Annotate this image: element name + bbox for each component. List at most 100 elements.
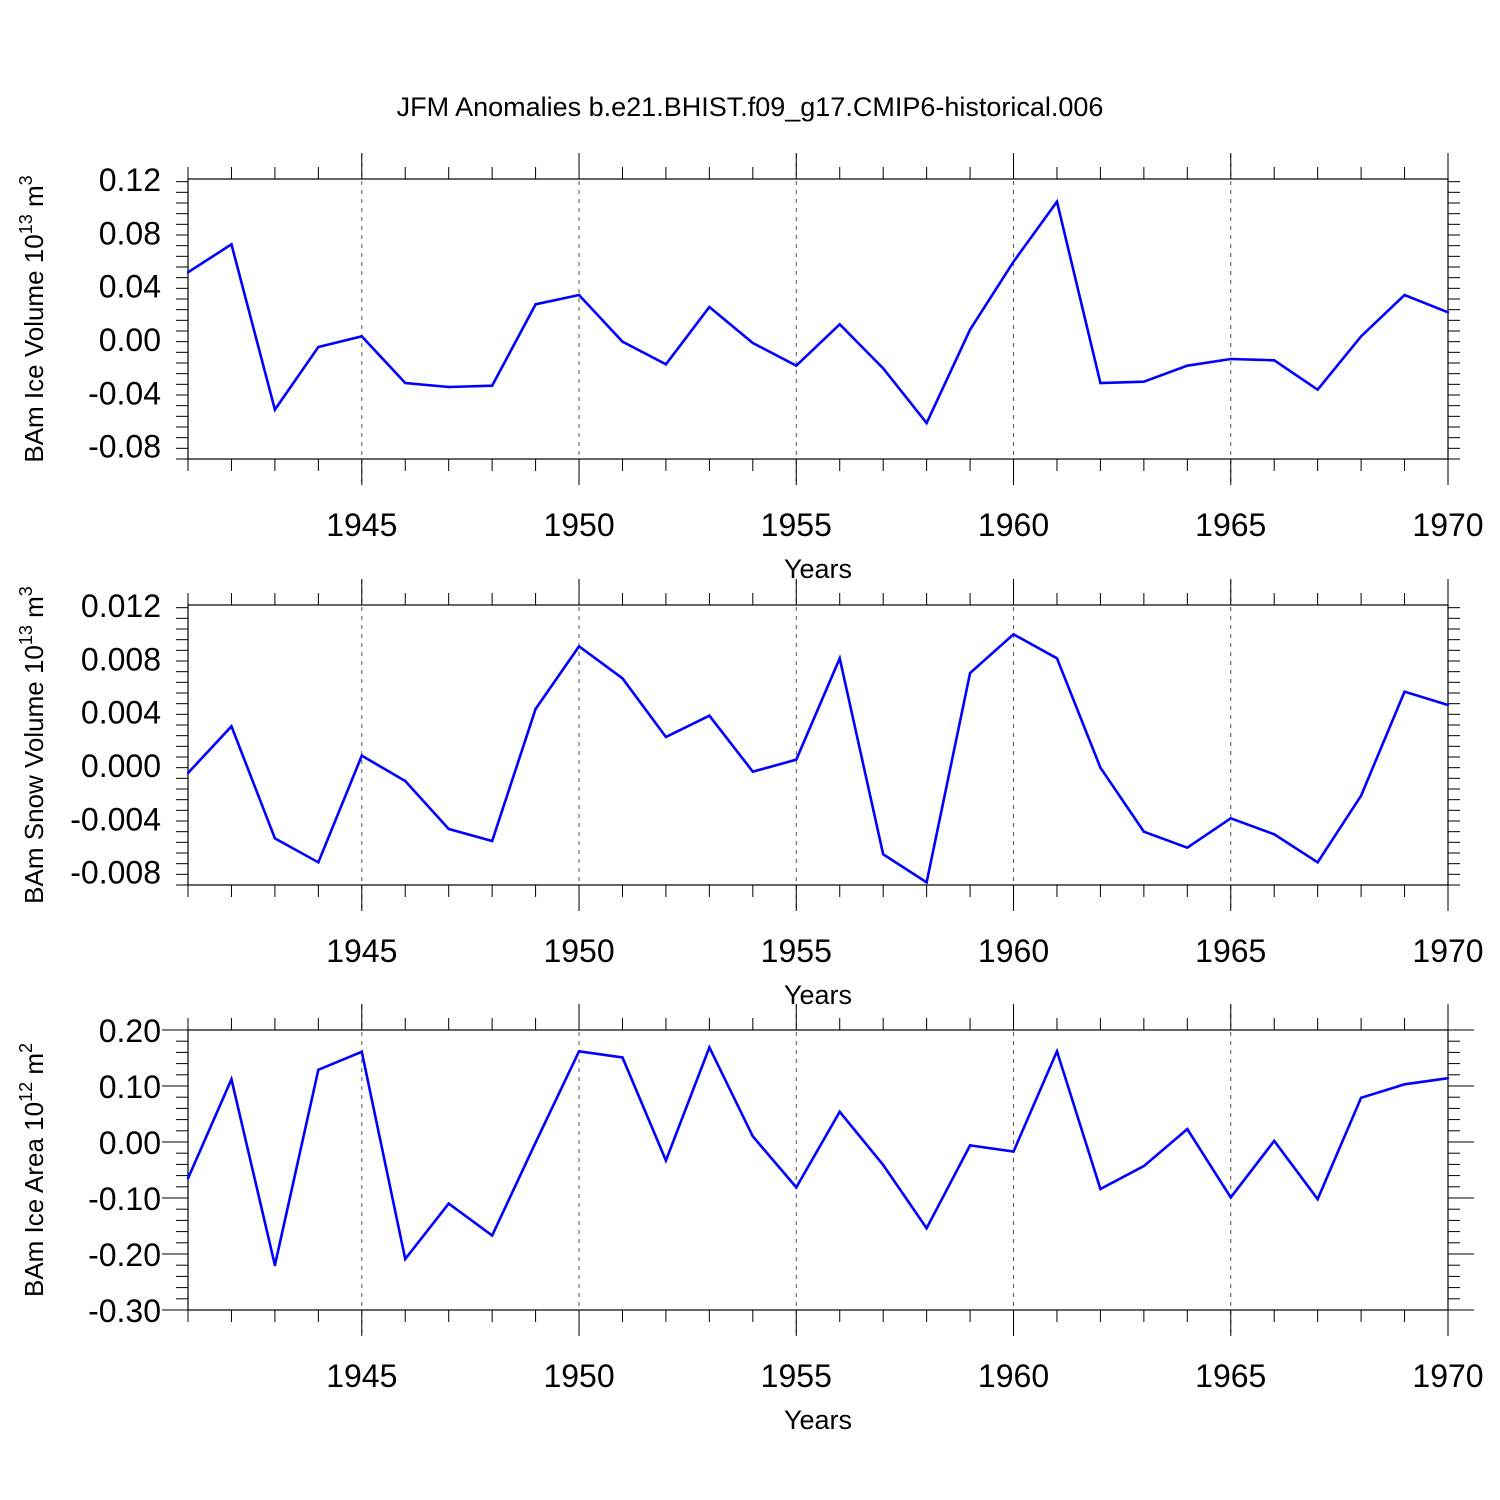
data-point bbox=[1316, 1197, 1319, 1201]
y-tick-label: -0.10 bbox=[88, 1181, 161, 1217]
x-tick-label: 1945 bbox=[326, 507, 397, 543]
y-tick-label: -0.30 bbox=[88, 1293, 161, 1329]
y-axis-label-unit_exp: 3 bbox=[16, 175, 36, 185]
data-point bbox=[577, 1050, 581, 1053]
data-point bbox=[925, 1227, 928, 1230]
data-point bbox=[534, 707, 537, 711]
data-point bbox=[1099, 766, 1102, 769]
data-point bbox=[577, 645, 581, 648]
data-point bbox=[534, 303, 537, 306]
data-point bbox=[317, 861, 320, 864]
data-point bbox=[1142, 830, 1146, 833]
data-point bbox=[447, 827, 450, 831]
data-point bbox=[1229, 1196, 1232, 1199]
y-axis-label: BAm Snow Volume 1013 m3 bbox=[16, 586, 49, 904]
data-point bbox=[1012, 1150, 1015, 1153]
data-point bbox=[1316, 388, 1319, 391]
data-point bbox=[968, 328, 972, 331]
y-axis-label-unit: m bbox=[19, 185, 49, 214]
panels: -0.08 -0.04 0.00 0.04 0.08 0.12 1945 1950 1955 19… bbox=[16, 153, 1484, 1435]
data-point bbox=[1229, 817, 1232, 820]
data-point bbox=[186, 771, 190, 775]
y-tick-label: -0.004 bbox=[70, 801, 161, 837]
data-point bbox=[1359, 335, 1363, 338]
y-axis-label-exp: 13 bbox=[16, 214, 36, 234]
y-axis-label-base: BAm Ice Area 10 bbox=[19, 1102, 49, 1297]
data-point bbox=[186, 271, 190, 274]
x-tick-label: 1945 bbox=[326, 933, 397, 969]
data-point bbox=[360, 335, 363, 338]
data-point bbox=[751, 341, 755, 345]
x-tick-label: 1970 bbox=[1412, 1358, 1483, 1394]
data-point bbox=[968, 1144, 972, 1147]
data-point bbox=[795, 364, 798, 367]
data-point bbox=[621, 677, 624, 680]
data-point bbox=[1055, 1050, 1059, 1053]
y-tick-label: 0.012 bbox=[81, 588, 161, 624]
data-point bbox=[795, 1186, 798, 1189]
data-point bbox=[447, 385, 450, 389]
panel-2: -0.008 -0.004 0.000 0.004 0.008 0.012 1945 1950… bbox=[16, 579, 1484, 1010]
y-tick-label: 0.08 bbox=[99, 215, 161, 251]
x-tick-label: 1960 bbox=[978, 507, 1049, 543]
y-axis-label-unit_exp: 3 bbox=[16, 586, 36, 596]
plot-frame bbox=[187, 178, 1449, 460]
data-point bbox=[708, 714, 711, 717]
data-point bbox=[577, 293, 581, 297]
data-point bbox=[1229, 357, 1232, 361]
x-tick-label: 1950 bbox=[543, 933, 614, 969]
data-point bbox=[664, 1159, 668, 1162]
data-point bbox=[664, 735, 668, 739]
y-axis-label-exp: 12 bbox=[16, 1082, 36, 1102]
data-point bbox=[1359, 794, 1363, 797]
x-tick-label: 1965 bbox=[1195, 1358, 1266, 1394]
data-point bbox=[360, 754, 363, 757]
data-point bbox=[1186, 846, 1189, 849]
data-point bbox=[404, 381, 407, 385]
data-point bbox=[534, 1141, 537, 1144]
x-tick-label: 1970 bbox=[1412, 933, 1483, 969]
data-point bbox=[751, 1135, 755, 1138]
data-point bbox=[838, 657, 841, 660]
data-point bbox=[273, 837, 277, 840]
data-point bbox=[1446, 1076, 1450, 1080]
data-point bbox=[1273, 833, 1276, 836]
plot-frame bbox=[187, 1029, 1449, 1311]
y-tick-label: 0.004 bbox=[81, 695, 161, 731]
data-point bbox=[881, 367, 885, 370]
data-point bbox=[925, 421, 928, 425]
data-point bbox=[273, 408, 277, 411]
data-point bbox=[1055, 200, 1059, 203]
series-line bbox=[187, 198, 1449, 426]
data-point bbox=[1403, 293, 1406, 297]
data-point bbox=[1142, 380, 1146, 383]
x-tick-label: 1955 bbox=[761, 933, 832, 969]
data-point bbox=[230, 243, 233, 246]
y-tick-label: 0.04 bbox=[99, 269, 161, 305]
data-point bbox=[1403, 1083, 1406, 1086]
y-axis-label-base: BAm Snow Volume 10 bbox=[19, 645, 49, 904]
y-tick-label: 0.20 bbox=[99, 1013, 161, 1049]
data-point bbox=[317, 345, 320, 349]
y-axis-label-unit_exp: 2 bbox=[16, 1043, 36, 1053]
data-point bbox=[447, 1202, 450, 1205]
data-point bbox=[273, 1264, 277, 1267]
data-point bbox=[838, 1110, 841, 1113]
data-point bbox=[1186, 1127, 1189, 1131]
data-point bbox=[490, 839, 494, 843]
data-point bbox=[186, 1177, 190, 1180]
y-tick-label: -0.04 bbox=[88, 375, 161, 411]
y-tick-label: 0.000 bbox=[81, 748, 161, 784]
data-point bbox=[1403, 690, 1406, 693]
chart-title: JFM Anomalies b.e21.BHIST.f09_g17.CMIP6-… bbox=[397, 92, 1104, 122]
plot-frame bbox=[187, 604, 1449, 886]
data-point bbox=[1446, 311, 1450, 314]
x-tick-label: 1945 bbox=[326, 1358, 397, 1394]
data-point bbox=[708, 1046, 711, 1049]
data-point bbox=[968, 671, 972, 675]
data-point bbox=[1012, 633, 1015, 636]
y-tick-label: 0.008 bbox=[81, 641, 161, 677]
data-point bbox=[708, 305, 711, 309]
y-axis-label-unit: m bbox=[19, 1053, 49, 1082]
